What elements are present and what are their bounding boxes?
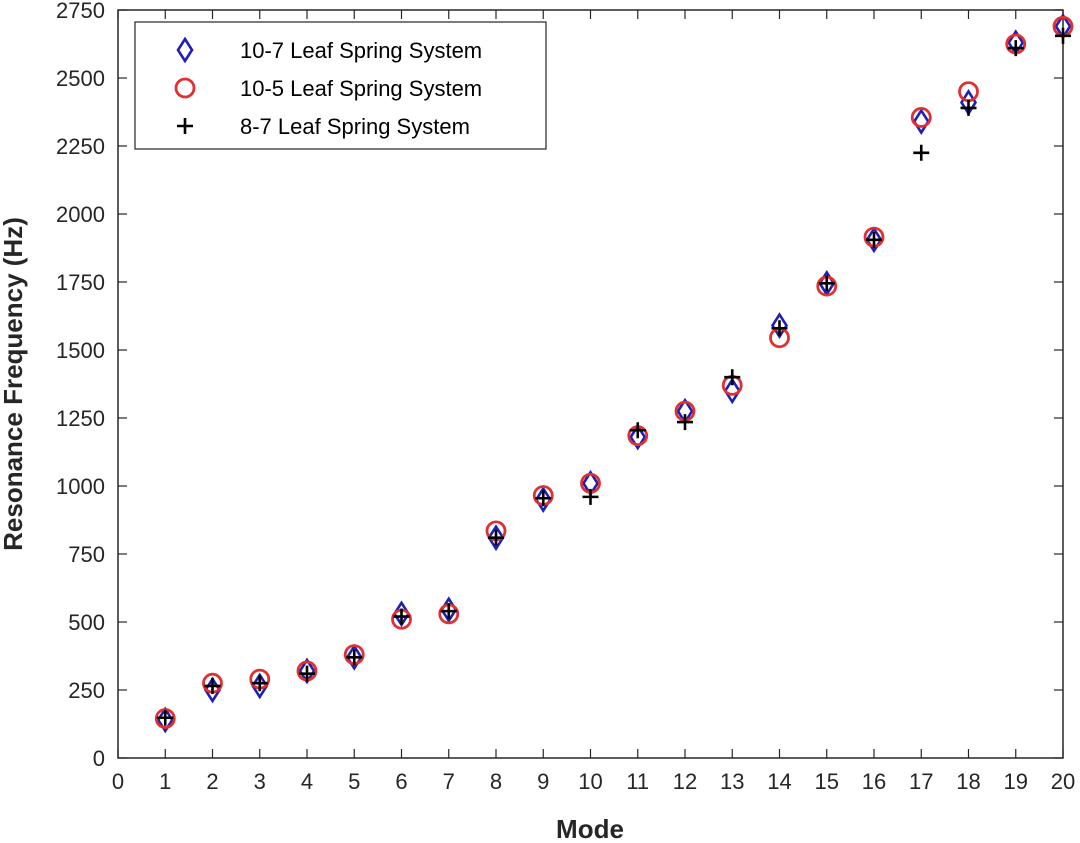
data-point xyxy=(960,99,977,116)
x-tick-label: 13 xyxy=(720,769,744,794)
data-point xyxy=(299,665,315,682)
y-tick-label: 500 xyxy=(68,610,105,635)
data-point xyxy=(157,709,174,726)
data-point xyxy=(251,675,268,692)
x-tick-label: 9 xyxy=(537,769,549,794)
x-tick-label: 20 xyxy=(1051,769,1075,794)
data-point xyxy=(345,643,363,671)
y-tick-label: 2750 xyxy=(56,0,105,23)
data-point xyxy=(204,677,221,694)
y-tick-label: 2000 xyxy=(56,202,105,227)
y-tick-label: 0 xyxy=(93,746,105,771)
data-point xyxy=(488,529,504,546)
x-axis-ticks: 0 1 2 3 4 5 6 7 8 9 10 11 12 13 14 15 16 17 18 19 20 xyxy=(112,10,1075,794)
data-point xyxy=(156,706,174,734)
series-3 xyxy=(157,27,1071,726)
legend-marker xyxy=(174,77,196,99)
y-tick-label: 1750 xyxy=(56,270,105,295)
data-point xyxy=(910,107,932,128)
y-axis-ticks: 0 250 500 750 1000 1250 1500 1750 2000 2250 2500 27… xyxy=(56,0,1063,771)
data-point xyxy=(818,275,835,292)
x-tick-label: 3 xyxy=(254,769,266,794)
y-tick-label: 1500 xyxy=(56,338,105,363)
y-tick-label: 2250 xyxy=(56,134,105,159)
x-tick-label: 2 xyxy=(206,769,218,794)
x-tick-label: 7 xyxy=(443,769,455,794)
x-tick-label: 12 xyxy=(673,769,697,794)
legend: 10-7 Leaf Spring System 10-5 Leaf Spring … xyxy=(134,21,547,150)
data-point xyxy=(770,312,789,339)
x-tick-label: 19 xyxy=(1004,769,1028,794)
y-tick-label: 2500 xyxy=(56,66,105,91)
data-point xyxy=(393,608,410,625)
x-tick-label: 4 xyxy=(301,769,313,794)
data-point xyxy=(1007,40,1024,57)
legend-marker xyxy=(177,118,193,134)
data-point xyxy=(677,414,693,431)
y-tick-label: 250 xyxy=(68,678,105,703)
x-tick-label: 16 xyxy=(862,769,886,794)
legend-entry: 8-7 Leaf Spring System xyxy=(177,114,470,139)
y-tick-label: 1250 xyxy=(56,406,105,431)
data-point xyxy=(1055,27,1071,44)
data-point xyxy=(535,490,552,507)
x-tick-label: 10 xyxy=(578,769,602,794)
data-point xyxy=(582,488,599,505)
data-point xyxy=(298,657,316,685)
x-tick-label: 8 xyxy=(490,769,502,794)
data-point xyxy=(723,377,741,405)
y-tick-label: 750 xyxy=(68,542,105,567)
x-tick-label: 14 xyxy=(767,769,791,794)
data-series xyxy=(154,12,1074,734)
data-point xyxy=(913,144,930,161)
data-point xyxy=(154,708,176,729)
x-axis-title: Mode xyxy=(556,814,624,843)
data-point xyxy=(866,231,882,248)
x-tick-label: 15 xyxy=(815,769,839,794)
data-point xyxy=(629,423,647,451)
legend-label: 10-7 Leaf Spring System xyxy=(240,38,482,63)
x-tick-label: 18 xyxy=(956,769,980,794)
legend-label: 10-5 Leaf Spring System xyxy=(240,76,482,101)
data-point xyxy=(912,108,930,135)
data-point xyxy=(865,226,883,254)
x-tick-label: 1 xyxy=(159,769,171,794)
x-tick-label: 11 xyxy=(626,769,649,794)
data-point xyxy=(440,603,457,620)
data-point xyxy=(487,524,505,552)
data-point xyxy=(724,369,741,386)
x-tick-label: 17 xyxy=(909,769,933,794)
legend-marker xyxy=(176,36,194,64)
data-point xyxy=(629,422,646,439)
x-tick-label: 6 xyxy=(395,769,407,794)
legend-box xyxy=(134,21,547,150)
data-point xyxy=(346,649,363,666)
y-axis-title: Resonance Frequency (Hz) xyxy=(0,217,28,551)
legend-entry: 10-5 Leaf Spring System xyxy=(174,76,482,101)
x-tick-label: 0 xyxy=(112,769,124,794)
x-tick-label: 5 xyxy=(348,769,360,794)
legend-entry: 10-7 Leaf Spring System xyxy=(176,36,482,64)
y-tick-label: 1000 xyxy=(56,474,105,499)
data-point xyxy=(771,320,788,337)
legend-label: 8-7 Leaf Spring System xyxy=(240,114,470,139)
data-point xyxy=(534,486,552,514)
